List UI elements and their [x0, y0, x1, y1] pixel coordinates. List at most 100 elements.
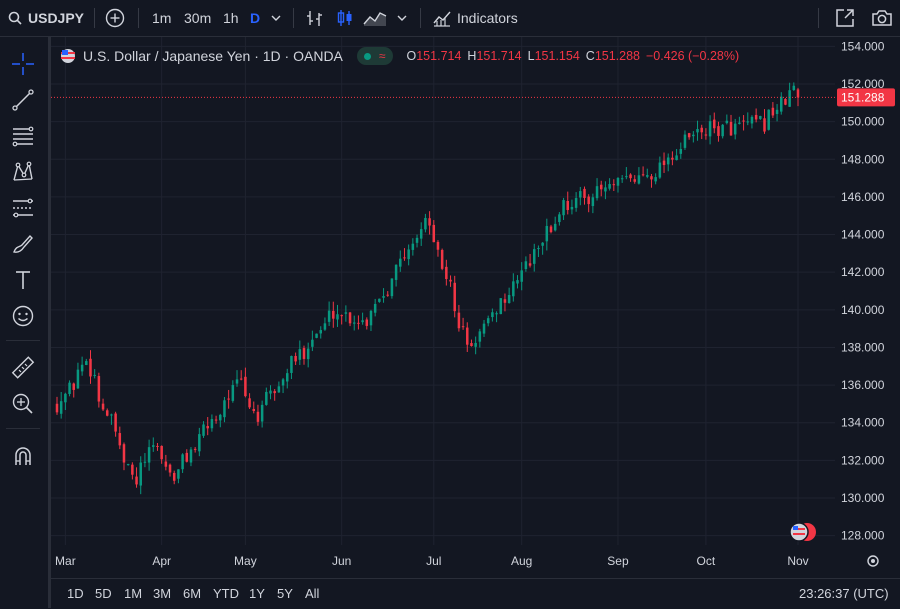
compare-button[interactable] — [105, 0, 125, 36]
candle — [729, 114, 733, 136]
range-1m[interactable]: 1M — [124, 586, 143, 601]
time-axis: Mar Apr May Jun Jul Aug Sep Oct Nov — [55, 554, 809, 568]
fullscreen-button[interactable] — [834, 0, 856, 36]
candle — [76, 362, 80, 390]
candle — [625, 167, 628, 180]
indicators-button[interactable]: Indicators — [432, 0, 518, 36]
candle — [537, 245, 540, 258]
bar-style-button[interactable] — [305, 0, 325, 36]
candle — [160, 445, 163, 464]
brush-tool[interactable] — [8, 229, 38, 259]
candle — [574, 192, 578, 212]
candle — [499, 298, 503, 315]
candle — [365, 317, 369, 330]
range-ytd[interactable]: YTD — [213, 586, 239, 601]
candle — [231, 380, 235, 403]
candle — [172, 470, 176, 485]
top-toolbar: USDJPY 1m 30m 1h D Indicators — [0, 0, 900, 37]
timeframe-1h[interactable]: 1h — [223, 10, 239, 26]
candle — [269, 385, 272, 400]
candle — [361, 312, 364, 325]
chart-style-dropdown[interactable] — [396, 0, 408, 36]
event-flags[interactable] — [789, 522, 816, 542]
crosshair-tool[interactable] — [8, 49, 38, 79]
magnet-tool[interactable] — [8, 441, 38, 471]
candle — [629, 173, 632, 182]
fib-tool[interactable] — [8, 121, 38, 151]
candle — [227, 389, 230, 409]
timeframe-dropdown[interactable] — [270, 0, 282, 36]
candle — [700, 124, 703, 140]
candle — [520, 262, 523, 291]
time-tick-label: Jul — [426, 554, 441, 568]
range-1y[interactable]: 1Y — [249, 586, 265, 601]
candle — [666, 153, 670, 172]
range-3m[interactable]: 3M — [153, 586, 172, 601]
candles-style-button[interactable] — [335, 0, 355, 36]
candle — [290, 355, 293, 380]
candle — [424, 213, 427, 233]
candle — [545, 218, 549, 251]
candle — [679, 142, 683, 159]
candle — [64, 392, 67, 410]
trend-line-tool[interactable] — [8, 85, 38, 115]
price-tick-label: 154.000 — [841, 39, 885, 53]
candle — [641, 166, 645, 177]
candle — [440, 248, 444, 271]
settings-gear[interactable] — [867, 555, 879, 567]
range-5y[interactable]: 5Y — [277, 586, 293, 601]
candle — [352, 315, 356, 331]
candle — [311, 330, 314, 352]
zoom-tool[interactable] — [8, 389, 38, 419]
candle — [474, 336, 477, 355]
candle — [708, 115, 712, 145]
range-5d[interactable]: 5D — [95, 586, 112, 601]
candle — [285, 368, 289, 389]
timeframe-1m[interactable]: 1m — [152, 10, 172, 26]
timeframe-d[interactable]: D — [250, 10, 261, 26]
emoji-tool[interactable] — [8, 301, 38, 331]
screenshot-button[interactable] — [870, 0, 894, 36]
candle — [168, 463, 172, 477]
range-1d[interactable]: 1D — [67, 586, 84, 601]
indicators-label: Indicators — [457, 10, 518, 26]
utc-clock[interactable]: 23:26:37 (UTC) — [799, 586, 889, 601]
time-tick-label: Aug — [511, 554, 532, 568]
candle — [68, 380, 71, 397]
add-circle-icon — [105, 8, 125, 28]
candle — [122, 442, 126, 471]
area-style-button[interactable] — [362, 0, 388, 36]
time-tick-label: May — [234, 554, 257, 568]
market-status-badge[interactable]: ≈ — [356, 47, 393, 65]
candle — [210, 414, 214, 432]
time-tick-label: Nov — [787, 554, 808, 568]
candle — [616, 177, 620, 193]
candle — [319, 326, 323, 339]
candle — [323, 317, 327, 331]
ruler-icon — [11, 356, 35, 379]
candle — [583, 186, 586, 205]
candle — [671, 151, 674, 166]
range-6m[interactable]: 6M — [183, 586, 202, 601]
candle — [570, 199, 574, 215]
candle — [784, 98, 787, 106]
range-all[interactable]: All — [305, 586, 320, 601]
candle — [193, 446, 197, 453]
candle — [114, 411, 117, 437]
candle — [273, 389, 276, 401]
forecast-tool[interactable] — [8, 193, 38, 223]
symbol-search[interactable]: USDJPY — [8, 0, 84, 36]
timeframe-30m[interactable]: 30m — [184, 10, 212, 26]
price-chart[interactable]: 154.000 152.000 150.000 148.000 146.000 144.0… — [51, 37, 900, 577]
pattern-tool[interactable] — [8, 157, 38, 187]
candle — [306, 342, 310, 368]
open-value: 151.714 — [416, 49, 462, 63]
approx-icon: ≈ — [378, 49, 386, 63]
candle — [202, 421, 205, 438]
candle — [181, 453, 184, 473]
candle — [713, 112, 716, 134]
candle — [788, 82, 791, 107]
text-tool[interactable] — [8, 265, 38, 295]
magnet-icon — [15, 447, 31, 465]
measure-tool[interactable] — [8, 353, 38, 383]
